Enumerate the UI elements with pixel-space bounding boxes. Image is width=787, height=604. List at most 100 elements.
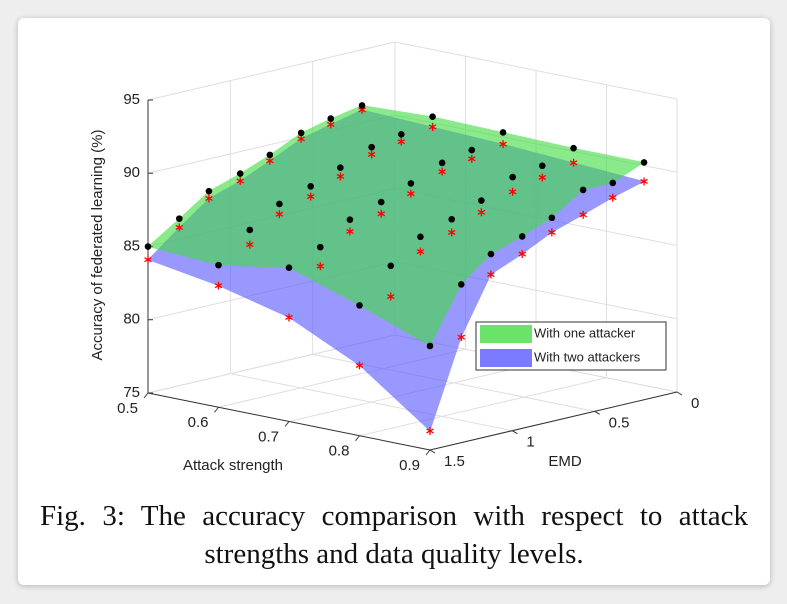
- data-point: [499, 140, 507, 149]
- data-point: [407, 189, 415, 198]
- data-point: [297, 129, 305, 137]
- data-point: [327, 115, 335, 122]
- data-point: [438, 167, 446, 176]
- grid-line: [230, 373, 513, 432]
- data-point: [438, 159, 446, 167]
- x-tick-label: 0.6: [188, 414, 209, 431]
- data-point: [346, 227, 354, 236]
- y-axis-label: EMD: [548, 453, 582, 470]
- data-point: [487, 270, 495, 279]
- data-point: [478, 197, 485, 204]
- legend-label: With one attacker: [534, 325, 636, 340]
- y-tick: [429, 449, 436, 454]
- data-point: [236, 170, 244, 177]
- data-point: [608, 193, 617, 202]
- data-point: [569, 158, 578, 167]
- data-point: [205, 194, 213, 203]
- data-point: [448, 215, 456, 223]
- data-point: [640, 159, 648, 166]
- data-point: [499, 129, 507, 136]
- data-point: [508, 187, 517, 196]
- y-axis: [429, 391, 678, 451]
- legend-label: With two attackers: [534, 349, 641, 364]
- data-point: [457, 281, 465, 288]
- x-tick-label: 0.9: [399, 457, 420, 474]
- data-point: [548, 214, 556, 222]
- x-tick: [214, 406, 219, 413]
- data-point: [245, 240, 254, 249]
- z-tick-label: 75: [123, 384, 140, 401]
- data-point: [397, 131, 405, 138]
- caption: Fig. 3: The accuracy comparison with res…: [40, 500, 748, 570]
- data-point: [336, 172, 345, 181]
- data-point: [377, 209, 386, 218]
- data-point: [285, 313, 293, 322]
- data-point: [377, 198, 385, 206]
- data-point: [368, 143, 375, 151]
- z-tick-label: 95: [123, 91, 140, 108]
- data-point: [487, 250, 495, 258]
- x-tick-label: 0.5: [117, 400, 138, 417]
- x-tick: [284, 421, 290, 427]
- x-tick-label: 0.8: [329, 443, 350, 460]
- data-point: [468, 146, 476, 154]
- y-tick-label: 0: [691, 395, 699, 412]
- data-point: [417, 233, 424, 241]
- data-point: [175, 215, 183, 222]
- y-tick: [594, 410, 600, 415]
- data-point: [346, 216, 354, 223]
- x-tick: [355, 435, 360, 442]
- data-point: [426, 342, 434, 350]
- data-point: [570, 144, 577, 152]
- z-tick-label: 85: [123, 237, 140, 254]
- data-point: [640, 177, 648, 186]
- y-tick-label: 1.5: [444, 453, 465, 470]
- data-point: [316, 262, 325, 271]
- data-point: [205, 187, 213, 195]
- z-tick-label: 80: [123, 311, 140, 328]
- data-point: [548, 228, 556, 237]
- data-point: [447, 228, 456, 237]
- legend-swatch: [480, 349, 532, 367]
- surface: [147, 105, 645, 347]
- legend-swatch: [480, 325, 532, 343]
- data-point: [429, 113, 436, 121]
- y-tick: [512, 430, 518, 435]
- data-point: [337, 164, 344, 171]
- data-point: [457, 333, 466, 342]
- data-point: [356, 302, 363, 309]
- data-point: [214, 281, 223, 290]
- data-point: [306, 192, 315, 201]
- data-point: [518, 250, 527, 259]
- data-point: [387, 262, 395, 270]
- data-point: [416, 247, 425, 256]
- data-point: [355, 361, 364, 370]
- data-point: [509, 173, 516, 181]
- y-tick: [676, 391, 683, 396]
- grid-line: [147, 41, 396, 101]
- grid-line: [359, 377, 607, 437]
- z-axis-label: Accuracy of federated learning (%): [89, 130, 106, 361]
- data-point: [144, 243, 152, 250]
- data-point: [579, 186, 587, 194]
- data-point: [538, 162, 546, 170]
- data-point: [316, 243, 324, 251]
- x-tick-label: 0.7: [258, 428, 279, 445]
- data-point: [236, 176, 245, 185]
- data-point: [358, 102, 366, 109]
- y-tick-label: 0.5: [609, 414, 630, 431]
- x-axis-label: Attack strength: [183, 457, 283, 474]
- data-point: [246, 226, 254, 234]
- data-point: [276, 200, 283, 208]
- data-point: [518, 233, 526, 240]
- data-point: [609, 179, 617, 187]
- data-point: [175, 223, 184, 232]
- data-point: [538, 173, 547, 182]
- x-tick: [425, 449, 431, 456]
- data-point: [266, 151, 274, 159]
- y-tick-label: 1: [526, 434, 534, 451]
- data-point: [467, 154, 476, 163]
- z-tick-label: 90: [123, 164, 140, 181]
